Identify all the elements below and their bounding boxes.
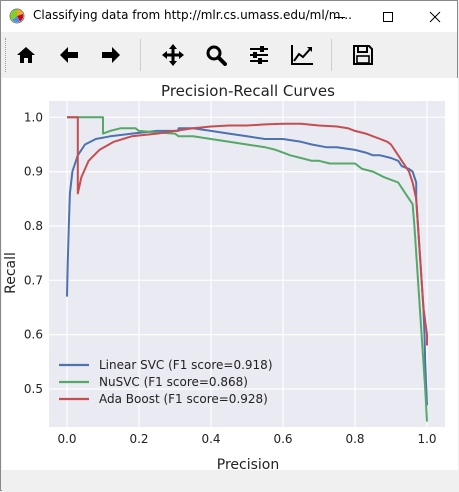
arrow-left-icon: [60, 47, 78, 63]
maximize-button[interactable]: [365, 1, 411, 32]
home-button[interactable]: [10, 39, 42, 71]
legend: Linear SVC (F1 score=0.918) NuSVC (F1 sco…: [59, 358, 273, 406]
home-icon: [17, 47, 35, 63]
x-tick-label: 0.6: [273, 432, 292, 446]
chart-title: Precision-Recall Curves: [161, 82, 335, 100]
close-icon: [429, 11, 441, 22]
x-tick-label: 1.0: [417, 432, 436, 446]
matplotlib-icon: [9, 8, 25, 24]
status-bar: [2, 470, 458, 491]
edit-axis-button[interactable]: [286, 39, 318, 71]
arrow-right-icon: [102, 47, 120, 63]
forward-button[interactable]: [95, 39, 127, 71]
back-button[interactable]: [53, 39, 85, 71]
series-line-1: [67, 116, 428, 422]
magnifier-icon: [206, 45, 227, 66]
x-tick-label: 0.2: [129, 432, 148, 446]
minimize-icon: [335, 16, 345, 18]
y-tick-label: 0.5: [24, 382, 43, 396]
toolbar-separator: [140, 39, 141, 71]
pan-button[interactable]: [157, 39, 189, 71]
save-button[interactable]: [347, 39, 379, 71]
chart-line-icon: [291, 45, 313, 65]
window-title: Classifying data from http://mlr.cs.umas…: [33, 8, 352, 22]
x-tick-label: 0.0: [57, 432, 76, 446]
title-bar[interactable]: Classifying data from http://mlr.cs.umas…: [1, 1, 457, 32]
series-lines: [66, 116, 428, 422]
legend-entry: Linear SVC (F1 score=0.918): [99, 358, 273, 372]
x-tick-label: 0.8: [345, 432, 364, 446]
toolbar-separator: [331, 39, 332, 71]
close-button[interactable]: [412, 1, 458, 32]
floppy-disk-icon: [353, 45, 373, 65]
x-tick-label: 0.4: [201, 432, 220, 446]
configure-subplots-button[interactable]: [243, 39, 275, 71]
y-axis-label: Recall: [3, 252, 19, 294]
minimize-button[interactable]: [317, 1, 363, 32]
y-tick-label: 1.0: [24, 110, 43, 124]
series-line-2: [67, 116, 428, 346]
legend-entry: Ada Boost (F1 score=0.928): [99, 392, 268, 406]
precision-recall-chart: 0.0 0.2 0.4 0.6 0.8 1.0 0.5 0.6 0.7 0.8 0.9 1.0 Pre…: [3, 82, 445, 473]
tick-labels: 0.0 0.2 0.4 0.6 0.8 1.0 0.5 0.6 0.7 0.8 0.9 1.0: [24, 110, 437, 446]
figure-canvas[interactable]: 0.0 0.2 0.4 0.6 0.8 1.0 0.5 0.6 0.7 0.8 0.9 1.0 Pre…: [2, 78, 458, 473]
toolbar-grip[interactable]: [5, 38, 8, 72]
maximize-icon: [383, 11, 393, 22]
y-tick-label: 0.9: [24, 165, 43, 179]
y-tick-label: 0.6: [24, 328, 43, 342]
y-tick-label: 0.8: [24, 219, 43, 233]
legend-entry: NuSVC (F1 score=0.868): [99, 375, 248, 389]
navigation-toolbar: [1, 32, 457, 78]
zoom-button[interactable]: [200, 39, 232, 71]
y-tick-label: 0.7: [24, 273, 43, 287]
x-axis-label: Precision: [217, 457, 279, 470]
sliders-icon: [250, 46, 268, 64]
move-icon: [162, 44, 184, 66]
